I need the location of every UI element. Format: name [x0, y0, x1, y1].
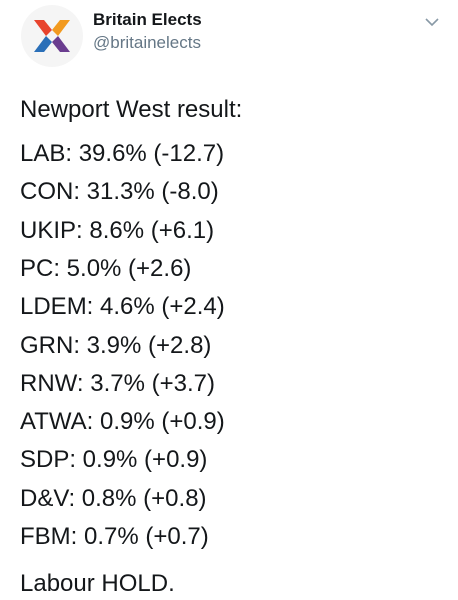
result-line: RNW: 3.7% (+3.7) [20, 369, 215, 397]
result-line: SDP: 0.9% (+0.9) [20, 446, 208, 474]
result-line: LDEM: 4.6% (+2.4) [20, 293, 225, 321]
result-line: ATWA: 0.9% (+0.9) [20, 408, 225, 436]
menu-chevron[interactable] [424, 16, 440, 28]
logo-arm [34, 20, 52, 36]
avatar[interactable] [20, 4, 84, 68]
result-line: PC: 5.0% (+2.6) [20, 254, 192, 282]
result-line: LAB: 39.6% (-12.7) [20, 140, 225, 167]
result-line: GRN: 3.9% (+2.8) [20, 331, 212, 359]
result-line: CON: 31.3% (-8.0) [20, 178, 219, 206]
logo-arm [34, 36, 52, 52]
tweet-text: Labour HOLD. [20, 570, 175, 597]
handle[interactable]: @britainelects [93, 33, 201, 52]
chevron [425, 18, 439, 27]
display-name[interactable]: Britain Elects [93, 10, 202, 29]
avatar-bg [21, 5, 83, 67]
logo-arm [52, 20, 70, 36]
tweet-text: Newport West result: [20, 96, 243, 123]
result-line: FBM: 0.7% (+0.7) [20, 523, 209, 550]
result-line: UKIP: 8.6% (+6.1) [20, 216, 215, 244]
result-line: D&V: 0.8% (+0.8) [20, 484, 207, 512]
logo-arm [52, 36, 70, 52]
